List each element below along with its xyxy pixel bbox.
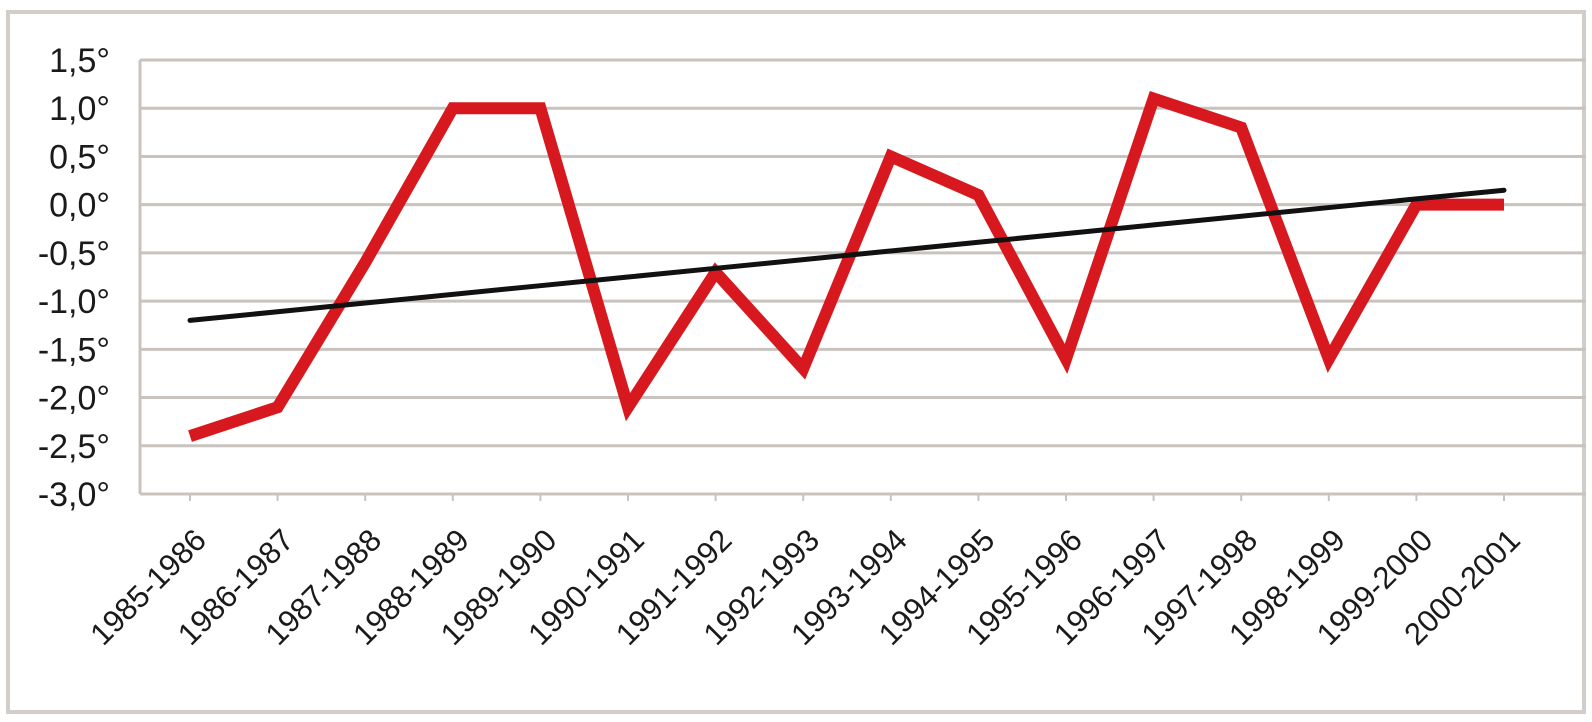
line-chart: 1,5° 1,0° 0,5° 0,0° -0,5° -1,0° -1,5° -2,0° -2,5…: [38, 42, 1586, 652]
series-line-data: [188, 91, 1504, 442]
chart-frame: 1,5° 1,0° 0,5° 0,0° -0,5° -1,0° -1,5° -2,0° -2,5…: [6, 10, 1586, 714]
axes: [138, 60, 1586, 501]
y-tick-label: -0,5°: [38, 235, 110, 273]
y-tick-label: -3,0°: [38, 476, 110, 514]
y-tick-labels: 1,5° 1,0° 0,5° 0,0° -0,5° -1,0° -1,5° -2,0° -2,5…: [38, 42, 110, 514]
y-tick-label: 0,5°: [49, 138, 110, 176]
series-lines: [187, 91, 1507, 442]
y-tick-label: -2,0°: [38, 380, 110, 418]
x-tick-labels: 1985-19861986-19871987-19881988-19891989…: [83, 522, 1527, 652]
y-tick-label: -2,5°: [38, 428, 110, 466]
y-tick-label: -1,0°: [38, 283, 110, 321]
y-tick-label: 1,0°: [49, 90, 110, 128]
series-line-trend: [187, 187, 1507, 323]
y-tick-label: -1,5°: [38, 331, 110, 369]
y-tick-label: 1,5°: [49, 42, 110, 80]
y-tick-label: 0,0°: [49, 187, 110, 225]
